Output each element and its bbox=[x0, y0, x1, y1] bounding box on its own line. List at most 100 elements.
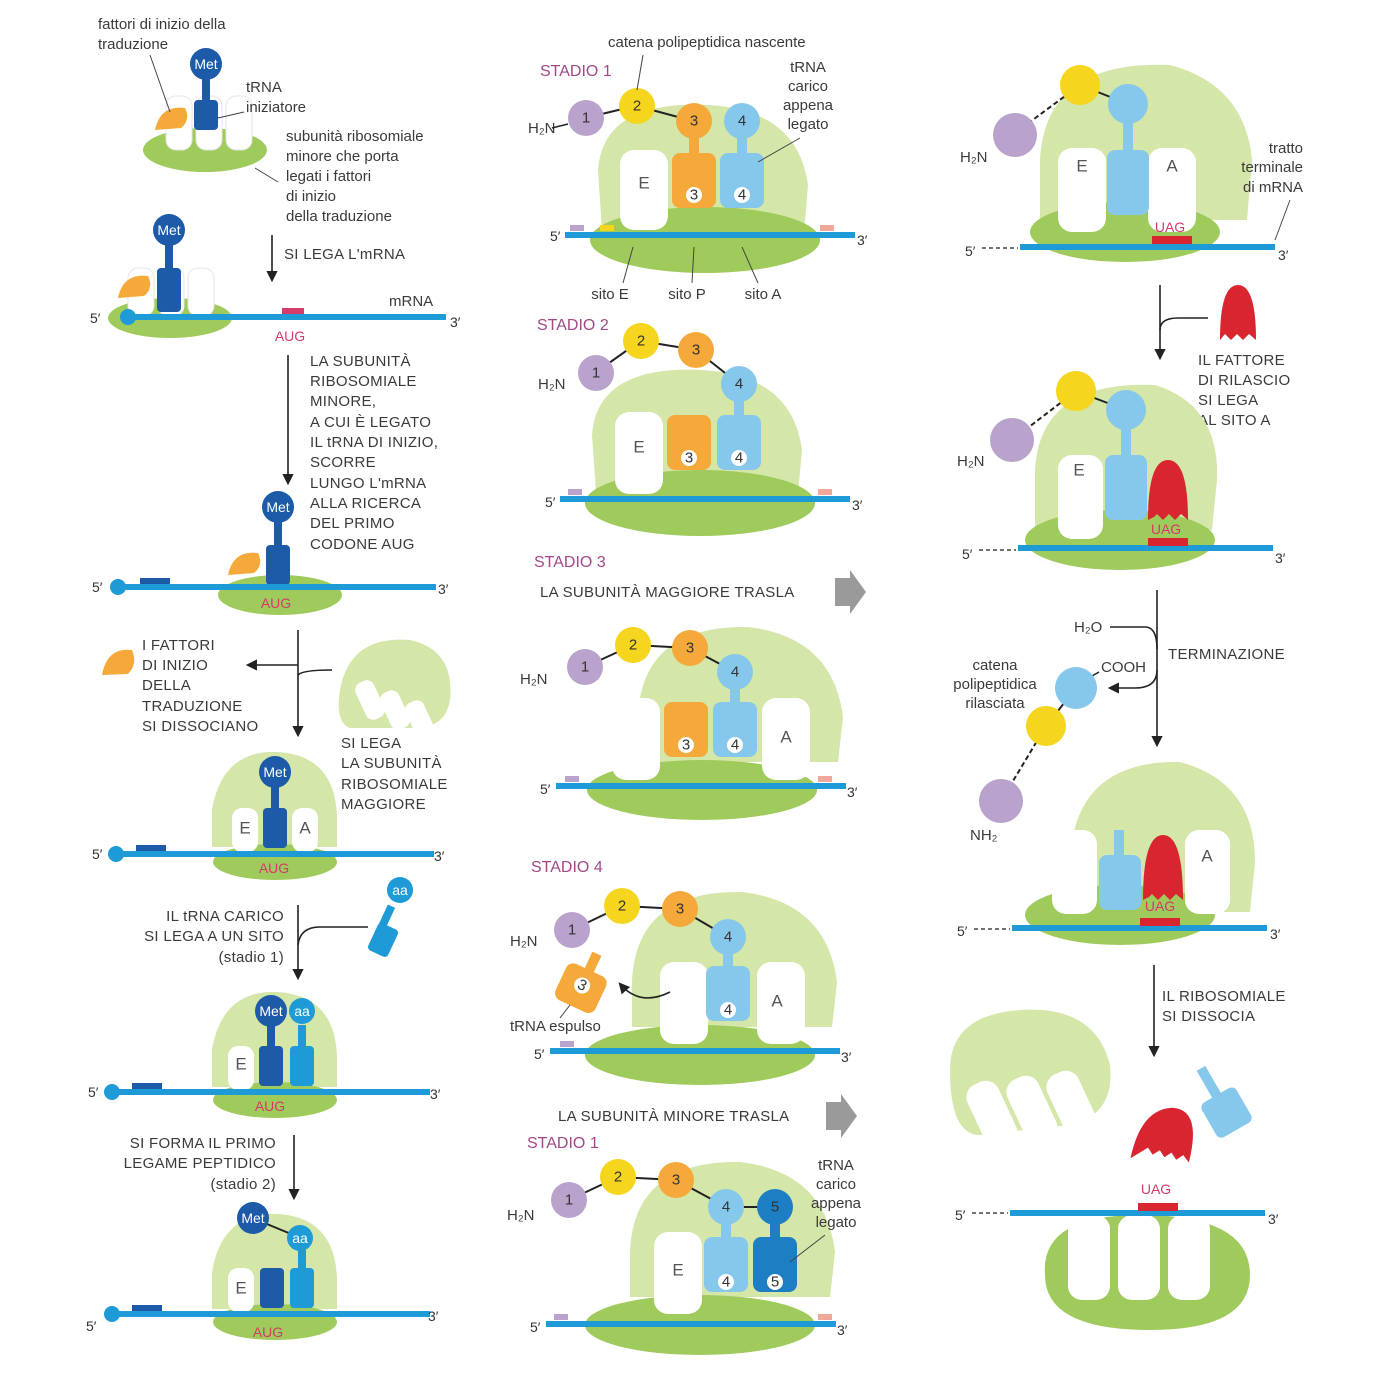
svg-text:appena: appena bbox=[783, 97, 834, 114]
scene-binds-mrna: Met 5′ 3′ mRNA AUG bbox=[90, 214, 461, 344]
svg-text:5′: 5′ bbox=[545, 494, 556, 510]
svg-text:Met: Met bbox=[259, 1003, 282, 1019]
svg-text:2: 2 bbox=[633, 98, 641, 115]
svg-text:3: 3 bbox=[682, 737, 690, 754]
svg-text:UAG: UAG bbox=[1151, 521, 1181, 537]
svg-text:SI DISSOCIANO: SI DISSOCIANO bbox=[142, 718, 258, 735]
svg-text:DI INIZIO: DI INIZIO bbox=[142, 657, 208, 674]
svg-text:4: 4 bbox=[724, 929, 732, 946]
svg-text:UAG: UAG bbox=[1141, 1181, 1171, 1197]
free-charged-trna: aa bbox=[368, 877, 413, 957]
scene-stadio-3: STADIO 3 LA SUBUNITÀ MAGGIORE TRASLA A 3… bbox=[520, 554, 866, 820]
label-small-subunit-3: legati i fattori bbox=[286, 168, 371, 185]
svg-text:5′: 5′ bbox=[965, 243, 976, 259]
svg-text:3′: 3′ bbox=[847, 784, 858, 800]
svg-text:3: 3 bbox=[685, 450, 693, 467]
release-factor-icon bbox=[1220, 285, 1256, 340]
svg-text:terminale: terminale bbox=[1241, 159, 1303, 176]
step-dissociate: IL RIBOSOMIALE SI DISSOCIA bbox=[1162, 988, 1286, 1025]
scene-after-release: A UAG 5′ 3′ bbox=[957, 761, 1281, 945]
translocate-arrow-icon bbox=[835, 570, 866, 614]
svg-text:3′: 3′ bbox=[1270, 926, 1281, 942]
svg-text:5′: 5′ bbox=[92, 846, 103, 862]
step-binds-mrna: SI LEGA L'mRNA bbox=[284, 246, 405, 263]
initiation-factor-shape bbox=[155, 107, 188, 130]
svg-text:3′: 3′ bbox=[1278, 247, 1289, 263]
label-small-subunit-4: di inizio bbox=[286, 188, 336, 205]
svg-text:5′: 5′ bbox=[540, 781, 551, 797]
svg-text:SI LEGA A UN SITO: SI LEGA A UN SITO bbox=[144, 928, 284, 945]
step-large-binds: SI LEGA LA SUBUNITÀ RIBOSOMIALE MAGGIORE bbox=[341, 735, 447, 813]
svg-text:4: 4 bbox=[722, 1274, 730, 1291]
svg-text:sito A: sito A bbox=[745, 286, 782, 303]
svg-text:4: 4 bbox=[738, 113, 746, 130]
amino-acid-1 bbox=[993, 113, 1037, 157]
released-chain: NH₂ bbox=[970, 667, 1097, 844]
svg-text:SI LEGA: SI LEGA bbox=[1198, 392, 1258, 409]
svg-text:A: A bbox=[1166, 157, 1178, 176]
step-peptide-bond: SI FORMA IL PRIMO LEGAME PEPTIDICO (stad… bbox=[124, 1135, 276, 1193]
svg-text:3: 3 bbox=[692, 342, 700, 359]
svg-text:5′: 5′ bbox=[88, 1084, 99, 1100]
column-termination: E A UAG 5′ 3′ H₂N tratto terminale di mR… bbox=[950, 64, 1303, 1330]
svg-text:AL SITO A: AL SITO A bbox=[1198, 412, 1271, 429]
svg-text:1: 1 bbox=[568, 922, 576, 939]
svg-text:3: 3 bbox=[690, 187, 698, 204]
svg-text:3′: 3′ bbox=[852, 497, 863, 513]
svg-text:2: 2 bbox=[614, 1169, 622, 1186]
svg-text:5′: 5′ bbox=[962, 546, 973, 562]
scene-peptide-bond: E Met aa 5′ 3′ AUG bbox=[86, 1202, 439, 1340]
svg-text:A: A bbox=[299, 819, 311, 838]
svg-text:SI DISSOCIA: SI DISSOCIA bbox=[1162, 1008, 1255, 1025]
svg-text:2: 2 bbox=[629, 637, 637, 654]
initiator-trna: Met bbox=[190, 48, 222, 130]
scene-stadio-4: STADIO 4 A 4 3 tRNA espulso 5′ 3′ bbox=[510, 859, 852, 1085]
svg-text:H₂N: H₂N bbox=[507, 1207, 535, 1224]
svg-text:3′: 3′ bbox=[430, 1086, 441, 1102]
svg-text:A: A bbox=[780, 728, 792, 747]
svg-text:STADIO 1: STADIO 1 bbox=[540, 63, 612, 80]
svg-text:1: 1 bbox=[581, 659, 589, 676]
svg-text:aa: aa bbox=[294, 1003, 310, 1019]
svg-text:H₂N: H₂N bbox=[510, 933, 538, 950]
step-large-translocates: LA SUBUNITÀ MAGGIORE TRASLA bbox=[540, 584, 795, 601]
svg-text:2: 2 bbox=[618, 898, 626, 915]
codon-aug: AUG bbox=[275, 328, 305, 344]
svg-text:E: E bbox=[1076, 157, 1087, 176]
svg-text:DEL PRIMO: DEL PRIMO bbox=[310, 515, 395, 532]
svg-text:NH₂: NH₂ bbox=[970, 827, 998, 844]
scene-trna-bound: E Met aa 5′ 3′ AUG bbox=[88, 991, 441, 1118]
svg-text:carico: carico bbox=[816, 1176, 856, 1193]
svg-text:E: E bbox=[235, 1055, 246, 1074]
svg-text:5′: 5′ bbox=[86, 1318, 97, 1334]
svg-text:IL RIBOSOMIALE: IL RIBOSOMIALE bbox=[1162, 988, 1286, 1005]
scene-stadio-1: STADIO 1 catena polipeptidica nascente E… bbox=[528, 34, 868, 303]
svg-text:IL tRNA DI INIZIO,: IL tRNA DI INIZIO, bbox=[310, 434, 438, 451]
svg-text:5′: 5′ bbox=[957, 923, 968, 939]
scene-release-factor-bound: E UAG 5′ 3′ H₂N bbox=[957, 371, 1286, 570]
svg-text:3′: 3′ bbox=[428, 1308, 439, 1324]
svg-text:SCORRE: SCORRE bbox=[310, 454, 376, 471]
svg-text:catena polipeptidica nascente: catena polipeptidica nascente bbox=[608, 34, 806, 51]
svg-text:E: E bbox=[1073, 461, 1084, 480]
svg-text:5: 5 bbox=[771, 1274, 779, 1291]
label-small-subunit-5: della traduzione bbox=[286, 208, 392, 225]
svg-text:legato: legato bbox=[788, 116, 829, 133]
svg-text:SI LEGA: SI LEGA bbox=[341, 735, 401, 752]
met-label: Met bbox=[157, 222, 180, 238]
svg-text:sito P: sito P bbox=[668, 286, 706, 303]
step-small-translocates: LA SUBUNITÀ MINORE TRASLA bbox=[558, 1108, 789, 1125]
svg-text:4: 4 bbox=[735, 450, 743, 467]
svg-text:AUG: AUG bbox=[255, 1098, 285, 1114]
svg-text:3: 3 bbox=[676, 901, 684, 918]
svg-text:5′: 5′ bbox=[550, 228, 561, 244]
svg-text:DI RILASCIO: DI RILASCIO bbox=[1198, 372, 1291, 389]
svg-text:3′: 3′ bbox=[841, 1049, 852, 1065]
step-scan-text: LA SUBUNITÀ RIBOSOMIALE MINORE, A CUI È … bbox=[310, 353, 438, 553]
svg-text:3′: 3′ bbox=[837, 1322, 848, 1338]
scene-stop-codon: E A UAG 5′ 3′ H₂N tratto terminale di mR… bbox=[960, 64, 1303, 263]
svg-text:IL tRNA CARICO: IL tRNA CARICO bbox=[166, 908, 284, 925]
svg-text:catena: catena bbox=[972, 657, 1018, 674]
svg-text:H₂N: H₂N bbox=[960, 149, 988, 166]
label-released-chain: catena polipeptidica rilasciata bbox=[953, 657, 1037, 712]
